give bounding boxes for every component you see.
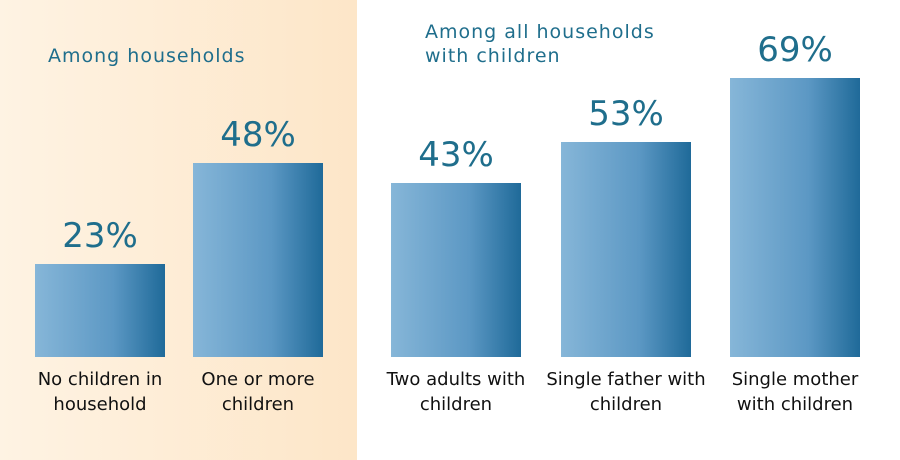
- value-label: 48%: [220, 114, 296, 155]
- value-label: 69%: [757, 29, 833, 70]
- bar: [561, 142, 691, 357]
- category-label: One or more children: [201, 369, 315, 415]
- group-title: Among all households with children: [425, 21, 655, 67]
- bar: [35, 263, 165, 357]
- value-label: 53%: [588, 94, 664, 135]
- value-label: 43%: [418, 134, 494, 175]
- category-label: Two adults with children: [386, 369, 526, 415]
- category-label: Single mother with children: [731, 369, 859, 415]
- bar: [193, 162, 323, 357]
- category-label: Single father with children: [546, 369, 706, 415]
- bar: [730, 77, 860, 357]
- group-title: Among households: [48, 45, 246, 67]
- bar: [391, 182, 521, 357]
- category-label: No children in household: [37, 369, 163, 415]
- value-label: 23%: [62, 215, 138, 256]
